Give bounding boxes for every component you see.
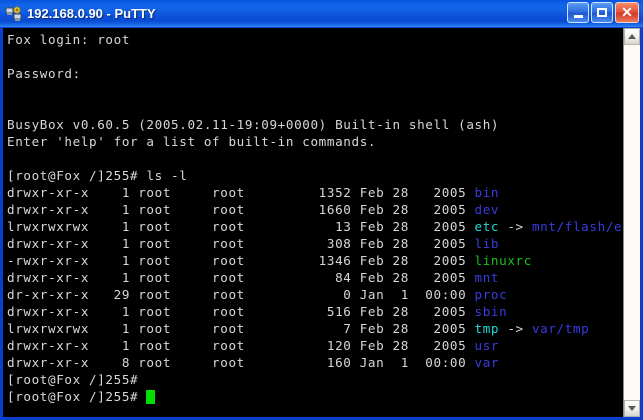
client-area: Fox login: root Password: BusyBox v0.60.… [3, 27, 640, 417]
chevron-down-icon [628, 406, 636, 411]
listing-entry-name: bin [474, 185, 500, 200]
listing-row: drwxr-xr-x 1 root root 516 Feb 28 2005 s… [7, 303, 623, 320]
terminal-line-blank [7, 150, 623, 167]
title-bar[interactable]: 192.168.0.90 - PuTTY ✕ [0, 0, 643, 27]
listing-row: drwxr-xr-x 1 root root 1660 Feb 28 2005 … [7, 201, 623, 218]
putty-network-icon[interactable] [5, 5, 23, 23]
listing-row-metadata: dr-xr-xr-x 29 root root 0 Jan 1 00:00 [7, 287, 475, 302]
terminal-line-login: Fox login: root [7, 32, 131, 47]
terminal-line-blank [7, 99, 623, 116]
chevron-up-icon [628, 34, 636, 39]
terminal-line-busybox-banner: BusyBox v0.60.5 (2005.02.11-19:09+0000) … [7, 117, 500, 132]
listing-row: drwxr-xr-x 8 root root 160 Jan 1 00:00 v… [7, 354, 623, 371]
listing-row-metadata: drwxr-xr-x 1 root root 1352 Feb 28 2005 [7, 185, 475, 200]
close-icon: ✕ [621, 4, 633, 20]
listing-entry-name: dev [474, 202, 500, 217]
terminal-scrollbar[interactable] [623, 28, 640, 417]
listing-entry-name: usr [474, 338, 500, 353]
listing-row: dr-xr-xr-x 29 root root 0 Jan 1 00:00 pr… [7, 286, 623, 303]
listing-row: lrwxrwxrwx 1 root root 13 Feb 28 2005 et… [7, 218, 623, 235]
listing-row-metadata: lrwxrwxrwx 1 root root 13 Feb 28 2005 [7, 219, 475, 234]
scrollbar-up-button[interactable] [624, 28, 640, 45]
listing-row-metadata: drwxr-xr-x 1 root root 84 Feb 28 2005 [7, 270, 475, 285]
terminal-screen[interactable]: Fox login: root Password: BusyBox v0.60.… [3, 28, 623, 417]
minimize-icon [573, 14, 583, 18]
command-text: ls -l [146, 168, 188, 183]
listing-row-metadata: -rwxr-xr-x 1 root root 1346 Feb 28 2005 [7, 253, 475, 268]
window-title: 192.168.0.90 - PuTTY [27, 6, 156, 21]
symlink-target: mnt/flash/etc [531, 219, 623, 234]
symlink-arrow: -> [499, 219, 532, 234]
listing-entry-name: lib [474, 236, 500, 251]
listing-row: -rwxr-xr-x 1 root root 1346 Feb 28 2005 … [7, 252, 623, 269]
terminal-line-prompt-active: [root@Fox /]255# [7, 388, 623, 405]
listing-entry-name: tmp [474, 321, 500, 336]
window-controls: ✕ [567, 2, 639, 23]
terminal-line-help-hint: Enter 'help' for a list of built-in comm… [7, 134, 377, 149]
listing-row: drwxr-xr-x 1 root root 308 Feb 28 2005 l… [7, 235, 623, 252]
listing-row-metadata: drwxr-xr-x 8 root root 160 Jan 1 00:00 [7, 355, 475, 370]
maximize-icon [597, 8, 607, 17]
terminal-line-password: Password: [7, 66, 81, 81]
listing-entry-name: proc [474, 287, 508, 302]
directory-listing: drwxr-xr-x 1 root root 1352 Feb 28 2005 … [7, 184, 623, 371]
listing-entry-name: sbin [474, 304, 508, 319]
listing-row: lrwxrwxrwx 1 root root 7 Feb 28 2005 tmp… [7, 320, 623, 337]
listing-row: drwxr-xr-x 1 root root 1352 Feb 28 2005 … [7, 184, 623, 201]
listing-row-metadata: drwxr-xr-x 1 root root 516 Feb 28 2005 [7, 304, 475, 319]
shell-prompt: [root@Fox /]255# [7, 168, 147, 183]
symlink-target: var/tmp [531, 321, 590, 336]
listing-entry-name: var [474, 355, 500, 370]
listing-row: drwxr-xr-x 1 root root 120 Feb 28 2005 u… [7, 337, 623, 354]
listing-entry-name: etc [474, 219, 500, 234]
symlink-arrow: -> [499, 321, 532, 336]
minimize-button[interactable] [567, 2, 589, 23]
text-cursor [146, 390, 156, 404]
terminal-line-blank [7, 82, 623, 99]
shell-prompt: [root@Fox /]255# [7, 389, 147, 404]
scrollbar-track[interactable] [624, 45, 640, 400]
listing-row: drwxr-xr-x 1 root root 84 Feb 28 2005 mn… [7, 269, 623, 286]
terminal-line-command: [root@Fox /]255# ls -l [7, 167, 623, 184]
listing-entry-name: linuxrc [474, 253, 532, 268]
terminal-line-blank [7, 48, 623, 65]
maximize-button[interactable] [591, 2, 613, 23]
listing-row-metadata: drwxr-xr-x 1 root root 1660 Feb 28 2005 [7, 202, 475, 217]
listing-entry-name: mnt [474, 270, 500, 285]
scrollbar-down-button[interactable] [624, 400, 640, 417]
listing-row-metadata: lrwxrwxrwx 1 root root 7 Feb 28 2005 [7, 321, 475, 336]
listing-row-metadata: drwxr-xr-x 1 root root 308 Feb 28 2005 [7, 236, 475, 251]
terminal-line-prompt-idle: [root@Fox /]255# [7, 372, 147, 387]
listing-row-metadata: drwxr-xr-x 1 root root 120 Feb 28 2005 [7, 338, 475, 353]
close-button[interactable]: ✕ [615, 2, 639, 23]
